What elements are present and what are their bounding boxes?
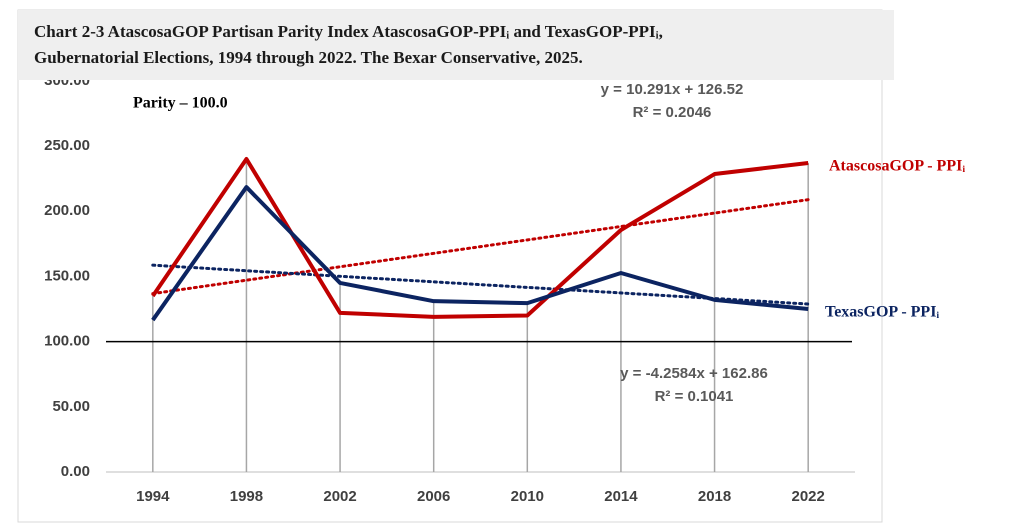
y-tick-label: 0.00 xyxy=(61,463,90,480)
trend-equation: y = 10.291x + 126.52 xyxy=(601,81,744,98)
y-tick-label: 250.00 xyxy=(44,137,90,154)
trend-r-squared: R² = 0.2046 xyxy=(633,104,712,121)
series-line xyxy=(151,185,809,322)
x-tick-label: 2002 xyxy=(323,488,356,505)
y-tick-label: 200.00 xyxy=(44,202,90,219)
x-tick-label: 1994 xyxy=(136,488,170,505)
y-tick-label: 100.00 xyxy=(44,333,90,350)
plot-area: 0.0050.00100.00150.00200.00250.00300.001… xyxy=(44,72,965,505)
x-tick-label: 2014 xyxy=(604,488,638,505)
legend-label: TexasGOP - PPIᵢ xyxy=(825,304,939,321)
x-tick-label: 2022 xyxy=(792,488,825,505)
series-line xyxy=(151,157,809,319)
trend-equation: y = -4.2584x + 162.86 xyxy=(620,365,768,382)
x-tick-label: 2018 xyxy=(698,488,731,505)
trendline xyxy=(151,198,810,296)
x-tick-label: 2010 xyxy=(511,488,544,505)
trend-r-squared: R² = 0.1041 xyxy=(655,388,734,405)
title-box xyxy=(18,10,894,80)
chart-frame xyxy=(17,9,883,523)
y-tick-label: 150.00 xyxy=(44,267,90,284)
x-tick-label: 1998 xyxy=(230,488,263,505)
legend-label: AtascosaGOP - PPIᵢ xyxy=(829,158,965,175)
trendline xyxy=(151,263,810,306)
x-tick-label: 2006 xyxy=(417,488,450,505)
chart-subtitle: Gubernatorial Elections, 1994 through 20… xyxy=(34,48,583,67)
reference-label: Parity – 100.0 xyxy=(133,95,228,112)
y-tick-label: 50.00 xyxy=(52,398,90,415)
chart-title: Chart 2-3 AtascosaGOP Partisan Parity In… xyxy=(34,22,663,41)
